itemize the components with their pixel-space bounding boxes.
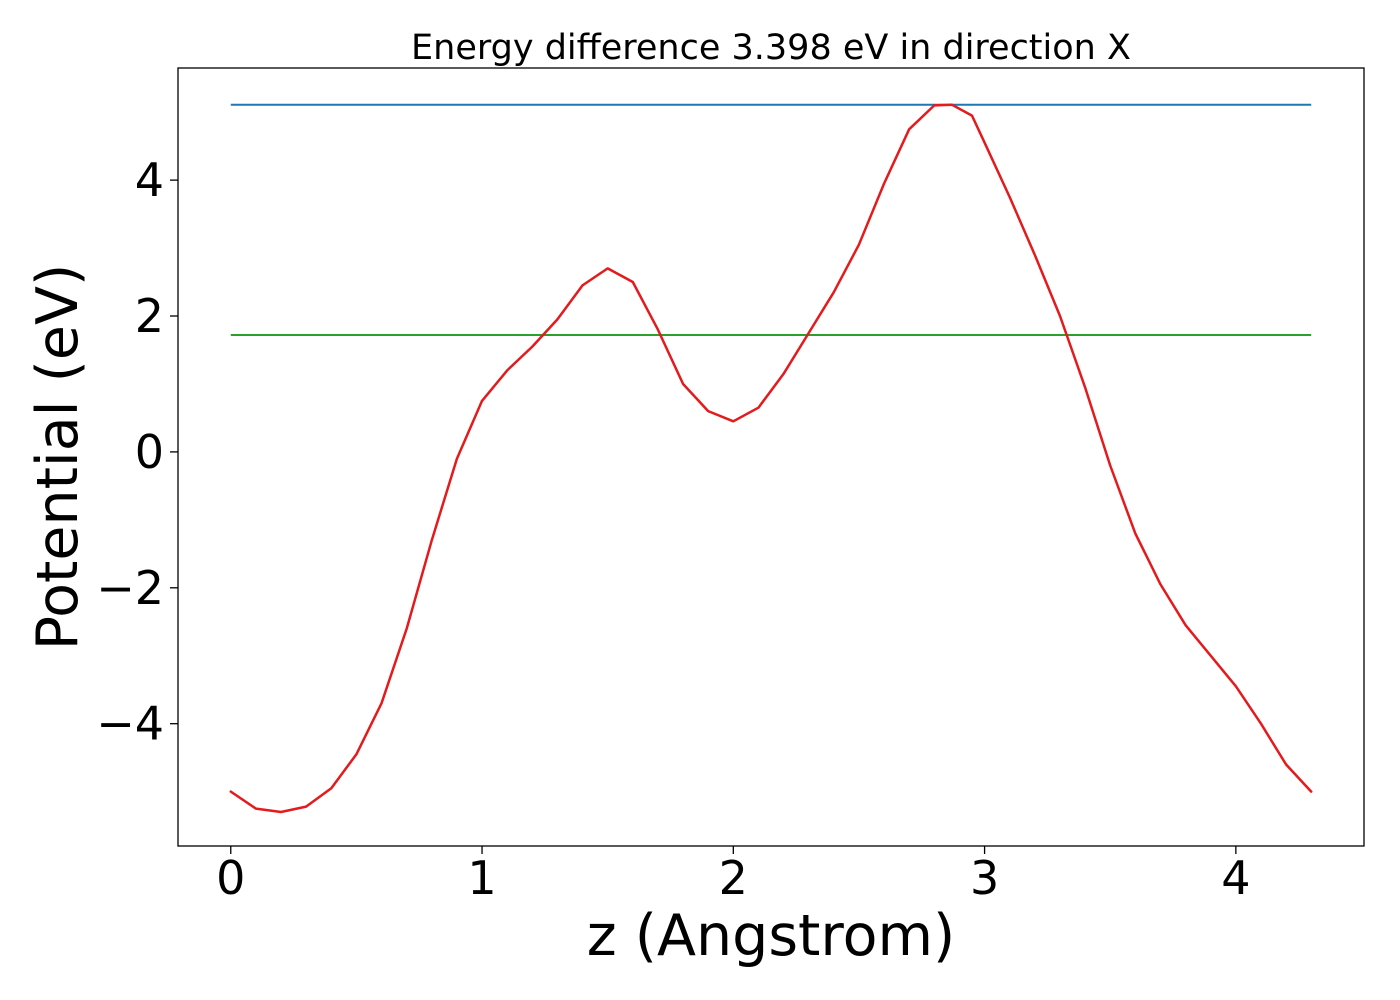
plot-frame [177,67,1365,847]
x-tick-label: 0 [216,851,245,905]
x-tick-label: 2 [719,851,748,905]
y-axis-label: Potential (eV) [25,264,91,650]
x-axis-label: z (Angstrom) [587,903,955,969]
chart-title: Energy difference 3.398 eV in direction … [411,28,1131,68]
y-tick-label: −2 [96,561,164,615]
x-axis: 0 1 2 3 4 [216,846,1250,905]
y-axis: −4 −2 0 2 4 [96,153,178,751]
plot-area [229,103,1313,814]
y-tick-label: 2 [135,289,164,343]
y-tick-label: −4 [96,697,164,751]
potential-curve [229,103,1313,814]
x-tick-label: 1 [467,851,496,905]
y-tick-label: 0 [135,425,164,479]
x-tick-label: 4 [1221,851,1250,905]
y-tick-label: 4 [135,153,164,207]
x-tick-label: 3 [970,851,999,905]
